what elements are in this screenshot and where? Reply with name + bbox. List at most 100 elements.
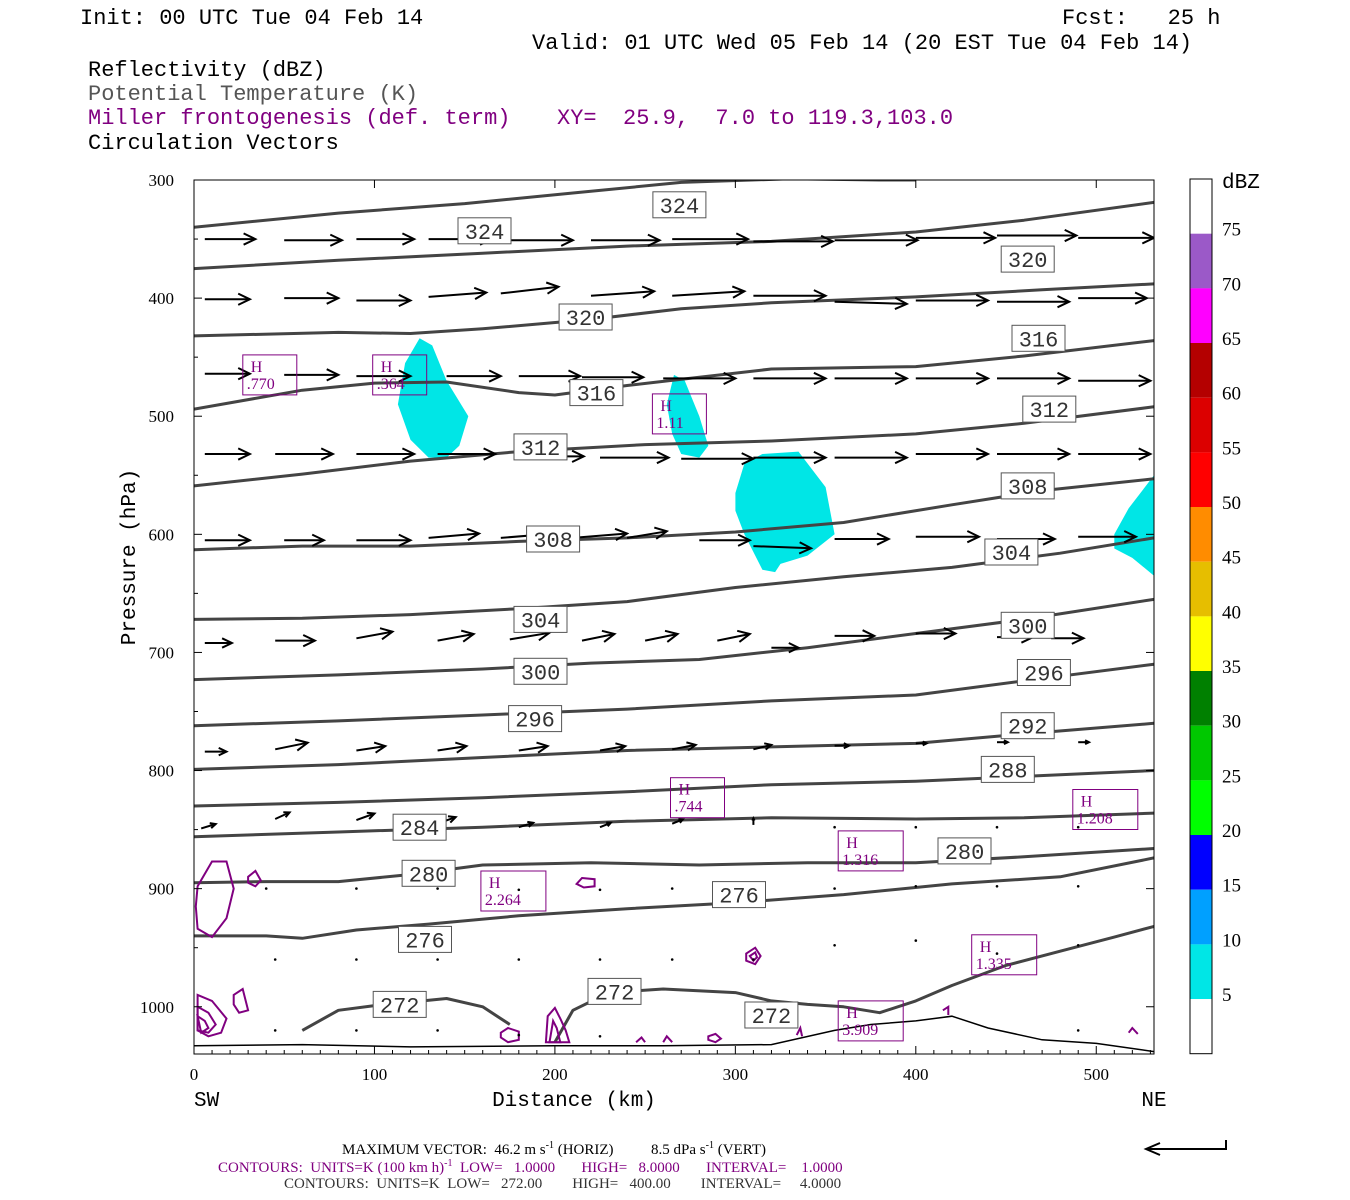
max-vector-vert: (VERT) [713,1142,766,1158]
frontogenesis-max-9: H3.909 [837,1000,904,1042]
circulation-vector [518,820,536,829]
frontogenesis-max-h: H [679,782,691,799]
vector-head [237,292,253,306]
circulation-vector [752,958,755,961]
theta-label-box [457,217,512,245]
circulation-vector [572,527,630,541]
frontogenesis-contour-2 [247,869,263,888]
theta-label-276: 276 [712,881,766,910]
theta-label-296: 296 [1016,659,1071,688]
theta-contour-308 [194,405,1154,488]
vector-head [943,626,958,641]
vector-head [975,293,991,308]
circulation-vector [356,369,413,383]
circulation-vector [590,285,657,299]
circulation-vector [509,233,576,247]
circulation-vector [204,232,258,246]
circulation-vector [753,742,774,751]
theta-label-272: 272 [587,977,642,1006]
colorbar-segment [1190,780,1212,836]
circulation-vector [914,939,918,942]
vector-head [647,233,662,247]
frontogenesis-max-h: H [1081,794,1093,811]
circulation-vector [1078,530,1139,544]
colorbar-label: 40 [1222,602,1241,623]
theta-label-text: 276 [719,885,759,910]
vector-shaft [518,821,534,829]
fronto-units: CONTOURS: UNITS=K (100 km h) [218,1160,445,1176]
theta-label-324: 324 [652,191,707,220]
y-tick-label: 800 [149,762,175,781]
xy-range: XY= 25.9, 7.0 to 119.3,103.0 [557,106,954,131]
vector-head [656,451,671,465]
plot-frame [193,179,1155,1055]
vector-head [536,741,550,754]
vector-shaft [672,743,696,751]
theta-label-box [652,191,707,219]
theta-label-text: 316 [1019,328,1059,353]
frontogenesis-max-box [372,354,428,396]
reference-vector-arrow [1143,1140,1227,1156]
vector-head [894,296,910,311]
vector-shaft [356,745,386,752]
circulation-vector [914,825,918,829]
vector-dot [833,944,836,947]
colorbar-segment [1190,725,1212,781]
valid-time: Valid: 01 UTC Wed 05 Feb 14 (20 EST Tue … [532,31,1193,56]
theta-label-box [937,837,992,865]
vector-dot [995,825,999,829]
vector-dot [670,958,674,961]
vector-dot [598,958,602,961]
theta-label-text: 280 [409,863,449,888]
circulation-vector [582,370,646,384]
colorbar-label: 45 [1222,548,1241,569]
vector-dot [914,825,918,829]
fronto-contour-info: CONTOURS: UNITS=K (100 km h)-1 LOW= 1.00… [218,1159,843,1176]
vector-head [862,629,877,643]
vector-dot [1076,825,1080,829]
vector-dot [1076,1029,1080,1032]
colorbar-label: 30 [1222,712,1241,733]
vector-shaft [834,300,907,305]
circulation-vector [204,746,229,757]
circulation-vector [1078,231,1154,245]
vector-dot [517,1033,521,1037]
circulation-vector [598,888,602,892]
vector-shaft [753,545,812,550]
theta-label-box [1000,472,1055,500]
vector-dot [995,885,999,888]
vector-head [326,291,341,305]
vector-head [614,527,630,541]
circulation-vector [1078,291,1150,305]
theta-label-text: 312 [521,437,561,462]
theta-label-text: 296 [1024,663,1064,688]
vector-head [243,232,258,246]
theta-label-312: 312 [513,433,568,462]
vector-head [601,629,617,643]
frontogenesis-contour-4 [745,946,762,966]
theta-contour-276 [194,847,1154,885]
x-label-ne: NE [1141,1090,1166,1113]
frontogenesis-max-box [242,354,298,396]
vector-head [664,629,680,643]
x-axis-label: Distance (km) [492,1090,656,1113]
vector-head [527,820,536,828]
vector-head [488,369,504,383]
init-time: Init: 00 UTC Tue 04 Feb 14 [80,6,424,31]
theta-contour-324 [194,180,916,229]
vector-shaft [518,745,548,752]
circulation-vector [915,740,929,747]
theta-label-box [984,538,1039,566]
frontogenesis-max-box [1072,789,1139,830]
circulation-vector [517,888,521,892]
frontogenesis-contour-12 [499,1026,520,1044]
vector-shaft [500,285,559,295]
fronto-range: LOW= 1.0000 HIGH= 8.0000 INTERVAL= 1.000… [452,1160,843,1176]
colorbar-segment [1190,233,1212,289]
circulation-vector [681,452,756,466]
circulation-vector [274,811,292,820]
x-label-sw: SW [194,1090,220,1113]
vector-head [1057,295,1072,309]
vector-head [466,527,482,541]
theta-label-text: 288 [988,759,1028,784]
